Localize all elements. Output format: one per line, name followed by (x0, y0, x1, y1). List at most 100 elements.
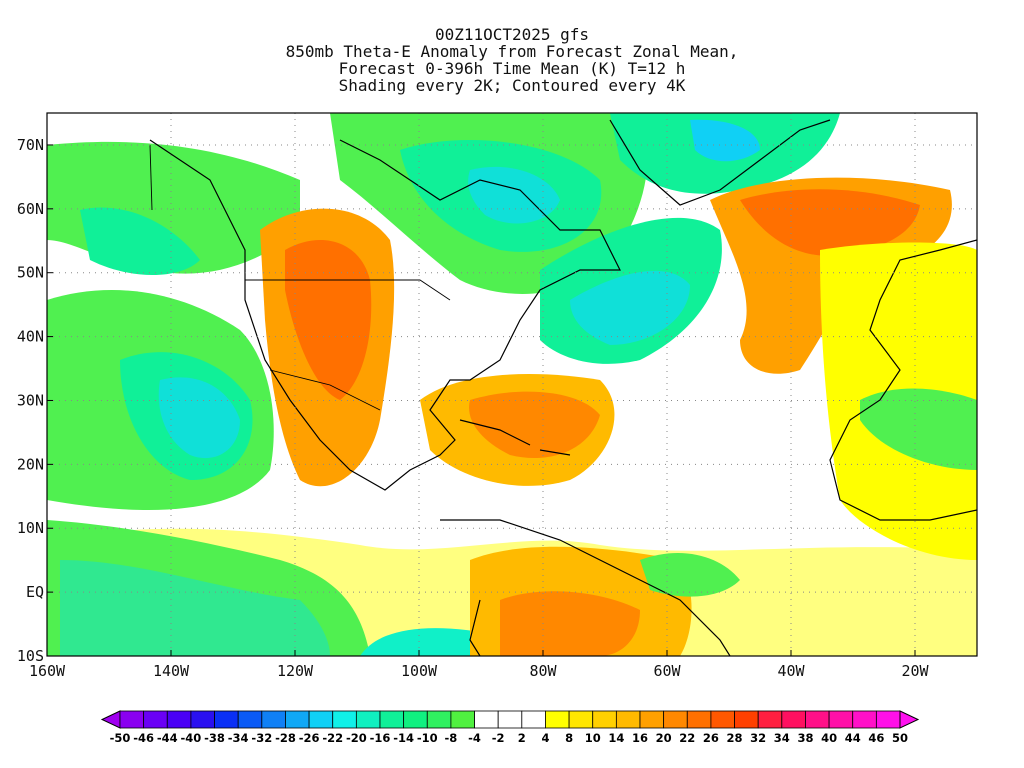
longitude-tick-label: 100W (401, 662, 438, 680)
colorbar-label: -46 (133, 731, 154, 745)
colorbar-swatch (639, 710, 665, 729)
longitude-tick-label: 80W (529, 662, 557, 680)
colorbar-swatch (828, 710, 854, 729)
latitude-tick-label: 20N (17, 455, 44, 473)
colorbar-swatch (875, 710, 901, 729)
caribbean-islands (459, 419, 571, 456)
colorbar-label: -50 (110, 731, 131, 745)
latitude-tick-label: 10S (17, 647, 44, 665)
colorbar-label: 22 (679, 731, 695, 745)
colorbar-high-arrow (899, 710, 920, 729)
colorbar-swatch (497, 710, 523, 729)
colorbar-label: -40 (181, 731, 202, 745)
colorbar-label: -34 (228, 731, 249, 745)
colorbar-swatch (119, 710, 145, 729)
latitude-tick-label: EQ (26, 583, 44, 601)
title-line-4: Shading every 2K; Contoured every 4K (338, 76, 686, 95)
colorbar-swatch (734, 710, 759, 729)
colorbar-swatch (710, 710, 735, 729)
gulf-of-alaska-cool-core (80, 207, 200, 275)
colorbar-label: -28 (275, 731, 296, 745)
map-frame (46, 112, 978, 657)
graticule (47, 113, 977, 656)
colorbar-swatch (143, 710, 168, 729)
colorbar-label: -20 (346, 731, 367, 745)
colorbar-label: 26 (703, 731, 719, 745)
longitude-tick-label: 40W (777, 662, 805, 680)
colorbar-label: 28 (727, 731, 743, 745)
tropical-atlantic-cool-patch (640, 552, 740, 597)
colorbar-swatch (757, 710, 783, 729)
colorbar-label: -10 (417, 731, 438, 745)
greenland-cold-core (690, 119, 760, 162)
colorbar-label: 32 (750, 731, 766, 745)
anomaly-field (47, 113, 977, 656)
south-america-coast (440, 519, 731, 656)
alaska-border (149, 144, 153, 211)
longitude-tick-label: 160W (29, 662, 66, 680)
europe-africa-coast (829, 239, 977, 521)
longitude-tick-label: 140W (153, 662, 190, 680)
longitude-axis: 160W140W120W100W80W60W40W20W0 (29, 650, 930, 680)
colorbar-label: 44 (845, 731, 861, 745)
colorbar-swatch (805, 710, 830, 729)
colorbar-swatch (355, 710, 381, 729)
colorbar-swatch (426, 710, 452, 729)
colorbar-swatch (166, 710, 192, 729)
colorbar-swatch (190, 710, 215, 729)
title-line-3: Forecast 0-396h Time Mean (K) T=12 h (338, 59, 686, 78)
colorbar-label: 34 (774, 731, 790, 745)
title-line-1: 00Z11OCT2025 gfs (434, 25, 590, 44)
us-canada-border (245, 279, 451, 301)
colorbar-label: -26 (299, 731, 320, 745)
greenland-coast (609, 119, 831, 206)
colorbar-label: -32 (251, 731, 272, 745)
longitude-tick-label: 20W (901, 662, 929, 680)
latitude-tick-label: 40N (17, 328, 44, 346)
colorbar-swatch (545, 710, 570, 729)
colorbar-swatch (237, 710, 263, 729)
colorbar-swatch (308, 710, 334, 729)
colorbar-label: 4 (541, 731, 549, 745)
colorbar-label: -8 (445, 731, 458, 745)
latitude-tick-label: 10N (17, 519, 44, 537)
coastlines (149, 119, 977, 656)
colorbar-label: -4 (468, 731, 481, 745)
colorbar-label: 46 (868, 731, 884, 745)
caribbean-warm-core (469, 391, 600, 459)
latitude-tick-label: 70N (17, 136, 44, 154)
colorbar-swatch (686, 710, 712, 729)
colorbar-label: 2 (518, 731, 526, 745)
chart-title: 00Z11OCT2025 gfs 850mb Theta-E Anomaly f… (0, 26, 1024, 94)
north-atlantic-warm-core (740, 189, 920, 256)
colorbar-swatch (261, 710, 286, 729)
latitude-tick-label: 30N (17, 391, 44, 409)
colorbar-swatch (474, 710, 499, 729)
colorbar-label: 38 (797, 731, 813, 745)
colorbar-label: 50 (892, 731, 908, 745)
latitude-axis: 70N 60N 50N 40N 30N 20N 10N EQ 10S (17, 136, 53, 665)
east-pacific-cool-core (60, 560, 330, 656)
colorbar-swatch (615, 710, 641, 729)
colorbar-swatch (663, 710, 688, 729)
colorbar-label: -22 (322, 731, 343, 745)
colorbar-swatch (332, 710, 357, 729)
latitude-tick-label: 60N (17, 200, 44, 218)
colorbar-label: -16 (370, 731, 391, 745)
latitude-tick-label: 50N (17, 264, 44, 282)
colorbar-label: 20 (656, 731, 672, 745)
colorbar-low-arrow (100, 710, 121, 729)
colorbar-swatch (285, 710, 310, 729)
northwest-atlantic-cold-core (570, 270, 690, 345)
north-pacific-cold-core (158, 377, 240, 459)
colorbar-swatch (214, 710, 239, 729)
colorbar-label: 40 (821, 731, 837, 745)
sahara-cool-patch (860, 388, 977, 470)
colorbar-swatch (781, 710, 806, 729)
colorbar-swatch (521, 710, 546, 729)
colorbar-swatch (592, 710, 617, 729)
longitude-tick-label: 120W (277, 662, 314, 680)
colorbar-swatch (403, 710, 428, 729)
colorbar-label: -38 (204, 731, 225, 745)
colorbar-label: 8 (565, 731, 573, 745)
